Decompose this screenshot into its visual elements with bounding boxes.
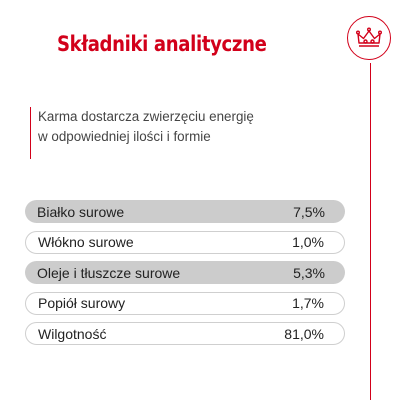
nutrient-value: 1,7% (292, 295, 324, 311)
nutrient-value: 81,0% (284, 325, 324, 342)
brand-logo-badge (347, 16, 391, 60)
accent-divider-line (370, 63, 371, 400)
page-title: Składniki analityczne (57, 32, 267, 56)
nutrient-row-fat: Oleje i tłuszcze surowe 5,3% (25, 261, 345, 284)
nutrient-row-protein: Białko surowe 7,5% (25, 200, 345, 223)
intro-line-2: w odpowiedniej ilości i formie (38, 129, 211, 144)
nutrient-row-moisture: Wilgotność 81,0% (25, 322, 345, 345)
nutrient-label: Popiół surowy (38, 295, 126, 311)
nutrient-label: Białko surowe (37, 203, 125, 220)
nutrient-label: Wilgotność (38, 325, 107, 342)
intro-accent-bar (30, 107, 31, 159)
nutrient-value: 7,5% (293, 203, 325, 220)
intro-line-1: Karma dostarcza zwierzęciu energię (38, 109, 254, 124)
nutrient-value: 5,3% (293, 264, 325, 281)
nutrient-label: Oleje i tłuszcze surowe (37, 264, 181, 281)
nutrient-table: Białko surowe 7,5% Włókno surowe 1,0% Ol… (25, 200, 345, 353)
nutrient-label: Włókno surowe (38, 234, 134, 250)
nutrient-row-fibre: Włókno surowe 1,0% (25, 230, 345, 254)
crown-icon (356, 27, 383, 47)
nutrient-row-ash: Popiół surowy 1,7% (25, 291, 345, 315)
intro-text: Karma dostarcza zwierzęciu energię w odp… (38, 107, 358, 147)
nutrient-value: 1,0% (292, 234, 324, 250)
